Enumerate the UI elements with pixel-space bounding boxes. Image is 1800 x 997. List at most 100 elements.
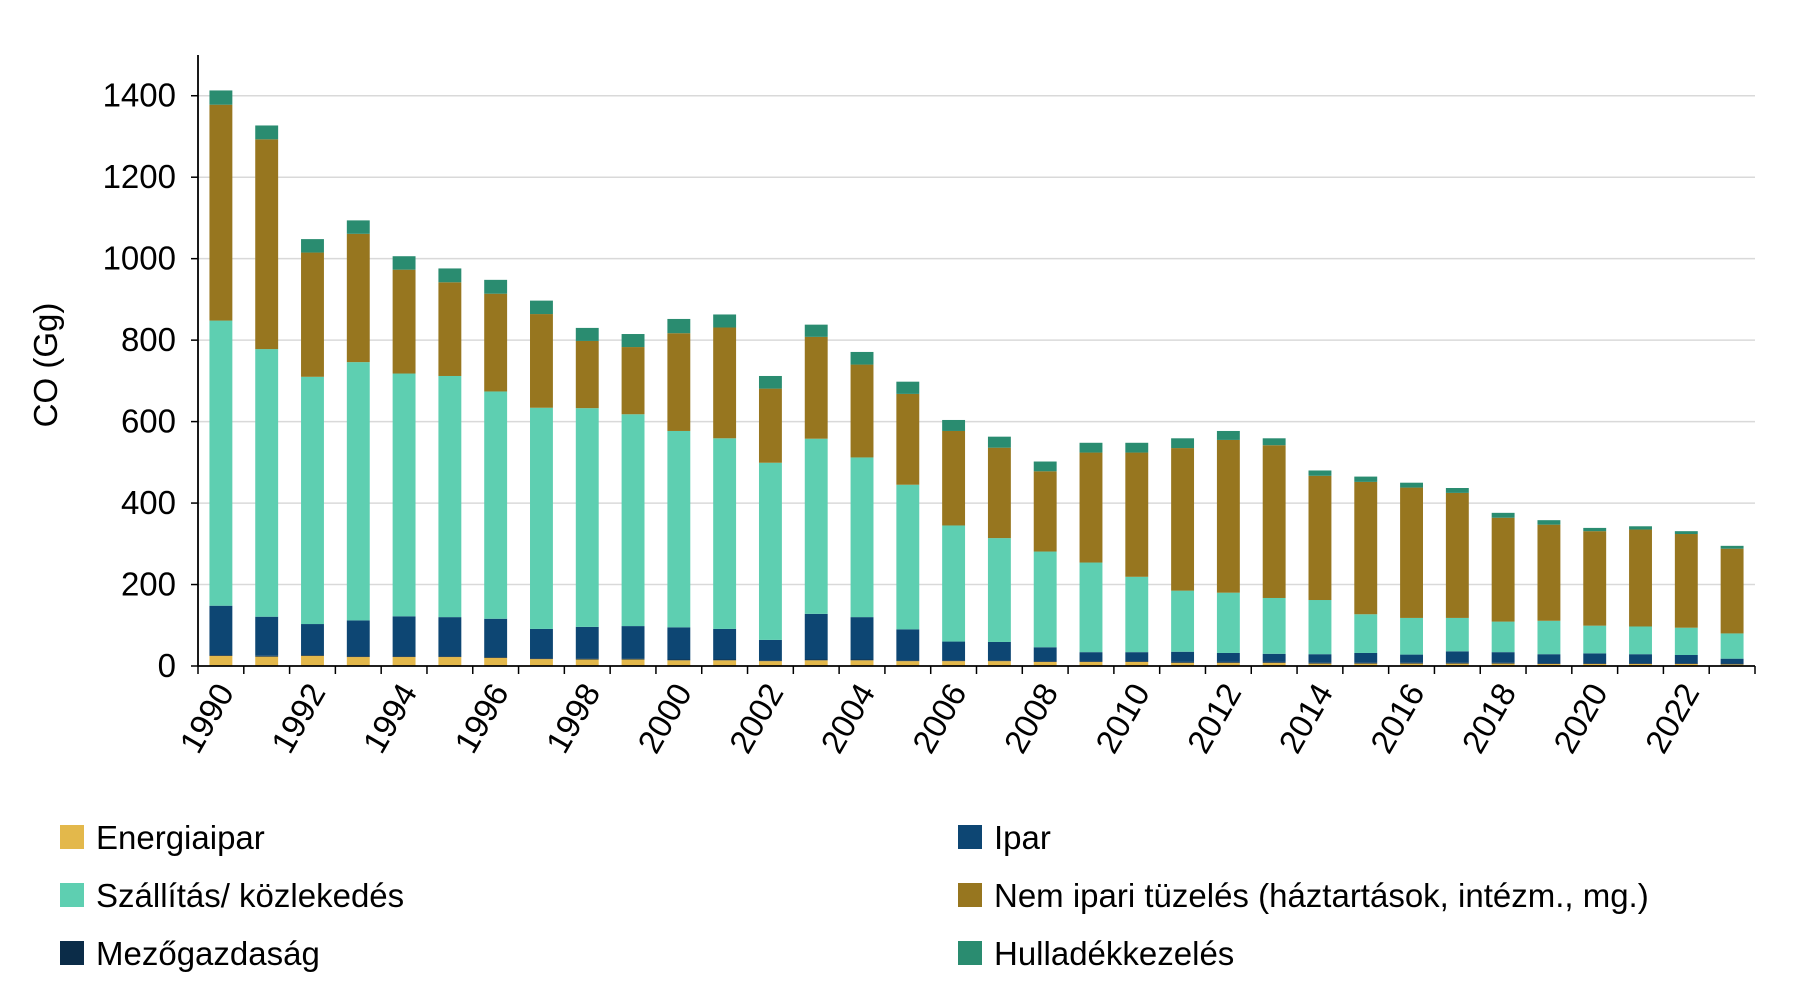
bar-stack-2021 — [1629, 526, 1652, 666]
bar-segment-1992-4 — [301, 252, 324, 377]
bar-stack-2016 — [1400, 482, 1423, 666]
bar-segment-2007-1 — [987, 660, 1011, 662]
x-tick-labels: 1990 1992 1994 1996 1998 2000 2002 2004 2006 2008… — [172, 666, 1756, 759]
bar-segment-2020-2 — [1583, 653, 1607, 664]
bar-segment-1991-3 — [255, 349, 279, 617]
bar-segment-2001-3 — [713, 438, 737, 629]
bar-stack-2017 — [1445, 488, 1469, 666]
bar-segment-2017-0 — [1445, 663, 1469, 666]
y-tick-label: 600 — [121, 403, 176, 440]
bar-segment-1996-1 — [484, 657, 508, 658]
x-tick-label: 1998 — [539, 677, 608, 759]
bar-segment-2017-5 — [1445, 488, 1469, 493]
x-tick-label: 2016 — [1363, 677, 1432, 759]
bar-segment-2000-4 — [667, 333, 691, 431]
bar-segment-2010-4 — [1125, 452, 1149, 577]
bar-segment-2015-2 — [1354, 652, 1378, 663]
bar-segment-1995-4 — [438, 282, 462, 376]
bar-segment-1994-0 — [392, 657, 416, 666]
bar-segment-2022-0 — [1674, 663, 1698, 666]
bar-segment-2022-3 — [1674, 627, 1698, 655]
x-tick-label: 2018 — [1454, 677, 1523, 759]
bar-segment-2005-5 — [896, 381, 920, 394]
bar-segment-2018-2 — [1491, 652, 1515, 663]
bar-segment-1991-0 — [255, 656, 279, 666]
bar-segment-2021-4 — [1629, 529, 1652, 627]
bar-segment-2005-1 — [896, 660, 920, 662]
bar-segment-1999-2 — [621, 626, 645, 659]
legend: Energiaipar Ipar Szállítás/ közlekedés Nem … — [60, 819, 1649, 972]
bar-segment-1993-0 — [346, 657, 370, 666]
bar-segment-2023-4 — [1720, 548, 1744, 634]
bar-segment-1998-2 — [575, 626, 599, 659]
bar-segment-2022-4 — [1674, 534, 1698, 628]
bar-segment-2016-0 — [1400, 663, 1423, 666]
bar-segment-2001-4 — [713, 327, 737, 439]
bar-segment-2004-0 — [850, 660, 874, 666]
bar-segment-1992-1 — [301, 655, 324, 656]
bar-segment-2020-5 — [1583, 527, 1607, 532]
bar-segment-2012-0 — [1216, 662, 1240, 666]
bar-segment-1999-0 — [621, 659, 645, 666]
bar-segment-2003-3 — [804, 438, 828, 614]
bar-segment-1999-5 — [621, 334, 645, 348]
bar-segment-1997-4 — [530, 314, 553, 408]
bar-segment-2003-0 — [804, 660, 828, 666]
bar-segment-2017-3 — [1445, 617, 1469, 652]
bar-segment-1990-4 — [209, 104, 233, 321]
bar-segment-1992-2 — [301, 624, 324, 655]
bar-segment-2003-2 — [804, 613, 828, 660]
bar-stacks — [209, 90, 1744, 666]
bar-segment-2018-1 — [1491, 662, 1515, 664]
bar-segment-2000-1 — [667, 659, 691, 661]
bar-segment-2005-4 — [896, 393, 920, 485]
legend-swatch — [958, 941, 982, 965]
bar-segment-2020-1 — [1583, 663, 1607, 664]
bar-segment-2007-0 — [987, 661, 1011, 666]
bar-segment-2006-1 — [942, 660, 966, 662]
legend-label: Hulladékkezelés — [994, 935, 1234, 972]
bar-segment-2012-4 — [1216, 439, 1240, 593]
bar-segment-2021-1 — [1629, 663, 1652, 664]
bar-segment-2015-0 — [1354, 663, 1378, 666]
bar-stack-1992 — [301, 239, 324, 666]
bar-segment-2002-4 — [758, 388, 782, 463]
legend-item: Szállítás/ közlekedés — [60, 877, 404, 914]
bar-segment-1997-3 — [530, 407, 553, 629]
bar-segment-1998-1 — [575, 658, 599, 660]
bar-segment-2001-2 — [713, 628, 737, 660]
legend-item: Energiaipar — [60, 819, 265, 856]
x-tick-label: 1994 — [355, 677, 424, 759]
x-tick-label: 2012 — [1180, 677, 1249, 759]
y-tick-label: 1400 — [103, 77, 176, 114]
bar-segment-1994-4 — [392, 269, 416, 374]
bar-segment-2005-3 — [896, 484, 920, 630]
bar-segment-1994-2 — [392, 616, 416, 657]
axes — [197, 55, 1755, 667]
bar-segment-2017-4 — [1445, 492, 1469, 618]
bar-segment-2001-0 — [713, 660, 737, 666]
x-tick-label: 2020 — [1546, 677, 1615, 759]
bar-segment-2011-0 — [1171, 662, 1195, 666]
bar-segment-2006-4 — [942, 430, 966, 526]
bar-segment-2019-2 — [1537, 654, 1561, 664]
bar-segment-1991-2 — [255, 616, 279, 656]
bar-segment-2022-2 — [1674, 655, 1698, 664]
bar-segment-2023-1 — [1720, 663, 1744, 665]
bar-segment-1990-0 — [209, 655, 233, 666]
bar-segment-2001-1 — [713, 659, 737, 661]
legend-item: Ipar — [958, 819, 1051, 856]
legend-label: Ipar — [994, 819, 1051, 856]
legend-label: Energiaipar — [96, 819, 265, 856]
bar-stack-1990 — [209, 90, 233, 666]
bar-segment-2012-5 — [1216, 430, 1240, 440]
bar-segment-1991-5 — [255, 125, 279, 140]
bar-segment-2015-3 — [1354, 614, 1378, 653]
bar-stack-2012 — [1216, 430, 1240, 666]
legend-swatch — [958, 883, 982, 907]
x-tick-label: 2014 — [1271, 677, 1340, 759]
bar-segment-2003-4 — [804, 336, 828, 439]
bar-segment-2004-3 — [850, 457, 874, 618]
bar-segment-1997-5 — [530, 300, 553, 315]
x-tick-label: 2002 — [722, 677, 791, 759]
